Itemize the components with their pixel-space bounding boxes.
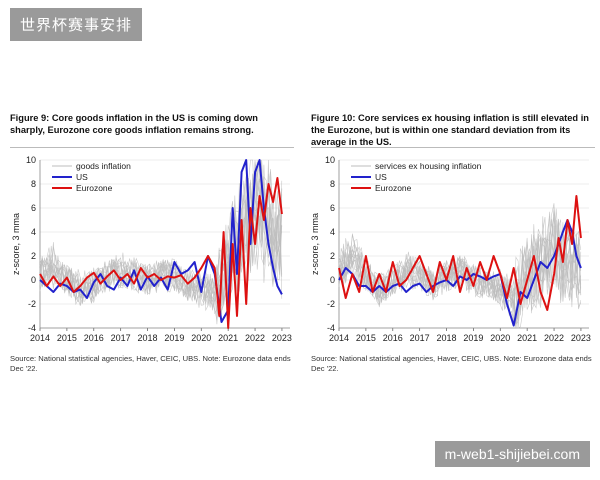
background-series-line xyxy=(39,181,283,318)
y-tick-label: 6 xyxy=(31,203,36,213)
x-tick-label: 2018 xyxy=(437,333,457,343)
figure-10-title: Figure 10: Core services ex housing infl… xyxy=(311,113,589,147)
x-tick-label: 2021 xyxy=(218,333,238,343)
legend-label: US xyxy=(76,172,88,182)
figure-9-rule xyxy=(10,147,294,148)
y-tick-label: 0 xyxy=(31,275,36,285)
us-series-line xyxy=(338,219,582,327)
y-axis-label: z-score, 3 mma xyxy=(310,213,320,275)
y-tick-label: -4 xyxy=(28,323,36,333)
y-tick-label: -2 xyxy=(327,299,335,309)
x-tick-label: 2020 xyxy=(490,333,510,343)
x-tick-label: 2018 xyxy=(138,333,158,343)
y-tick-label: 10 xyxy=(325,155,335,165)
figure-10-rule xyxy=(311,147,595,148)
y-tick-label: 0 xyxy=(330,275,335,285)
y-tick-label: 8 xyxy=(31,179,36,189)
watermark-top: 世界杯赛事安排 xyxy=(10,8,143,41)
background-series-line xyxy=(39,171,283,304)
x-tick-label: 2019 xyxy=(164,333,184,343)
x-tick-label: 2022 xyxy=(245,333,265,343)
figure-10-source: Source: National statistical agencies, H… xyxy=(311,354,592,373)
x-tick-label: 2014 xyxy=(30,333,50,343)
x-tick-label: 2019 xyxy=(463,333,483,343)
watermark-bottom: m-web1-shijiebei.com xyxy=(434,441,590,467)
y-tick-label: 2 xyxy=(330,251,335,261)
x-tick-label: 2017 xyxy=(111,333,131,343)
y-tick-label: 2 xyxy=(31,251,36,261)
legend-label: goods inflation xyxy=(76,161,131,171)
y-tick-label: -4 xyxy=(327,323,335,333)
x-tick-label: 2014 xyxy=(329,333,349,343)
figure-9-title: Figure 9: Core goods inflation in the US… xyxy=(10,113,258,135)
y-tick-label: -2 xyxy=(28,299,36,309)
x-tick-label: 2016 xyxy=(84,333,104,343)
figure-9-source: Source: National statistical agencies, H… xyxy=(10,354,291,373)
x-tick-label: 2015 xyxy=(356,333,376,343)
x-tick-label: 2020 xyxy=(191,333,211,343)
eurozone-series-line xyxy=(338,195,582,311)
y-tick-label: 10 xyxy=(26,155,36,165)
x-tick-label: 2023 xyxy=(272,333,292,343)
x-tick-label: 2022 xyxy=(544,333,564,343)
y-tick-label: 4 xyxy=(330,227,335,237)
eurozone-series-line xyxy=(39,177,283,329)
x-tick-label: 2021 xyxy=(517,333,537,343)
legend-label: services ex housing inflation xyxy=(375,161,482,171)
figure-9-chart: -4 -2 0 2 4 6 8 10 2014 2015 2016 2017 2018 2019 2020 2… xyxy=(11,155,292,343)
figure-10-chart: -4 -2 0 2 4 6 8 10 2014 2015 2016 2017 2018 2019 2020 2… xyxy=(310,155,591,343)
background-series-line xyxy=(338,217,582,310)
y-tick-label: 8 xyxy=(330,179,335,189)
legend-label: US xyxy=(375,172,387,182)
x-tick-label: 2017 xyxy=(410,333,430,343)
y-axis-label: z-score, 3 mma xyxy=(11,213,21,275)
legend-label: Eurozone xyxy=(375,183,412,193)
y-tick-label: 4 xyxy=(31,227,36,237)
legend-label: Eurozone xyxy=(76,183,113,193)
x-tick-label: 2023 xyxy=(571,333,591,343)
y-tick-label: 6 xyxy=(330,203,335,213)
x-tick-label: 2015 xyxy=(57,333,77,343)
x-tick-label: 2016 xyxy=(383,333,403,343)
